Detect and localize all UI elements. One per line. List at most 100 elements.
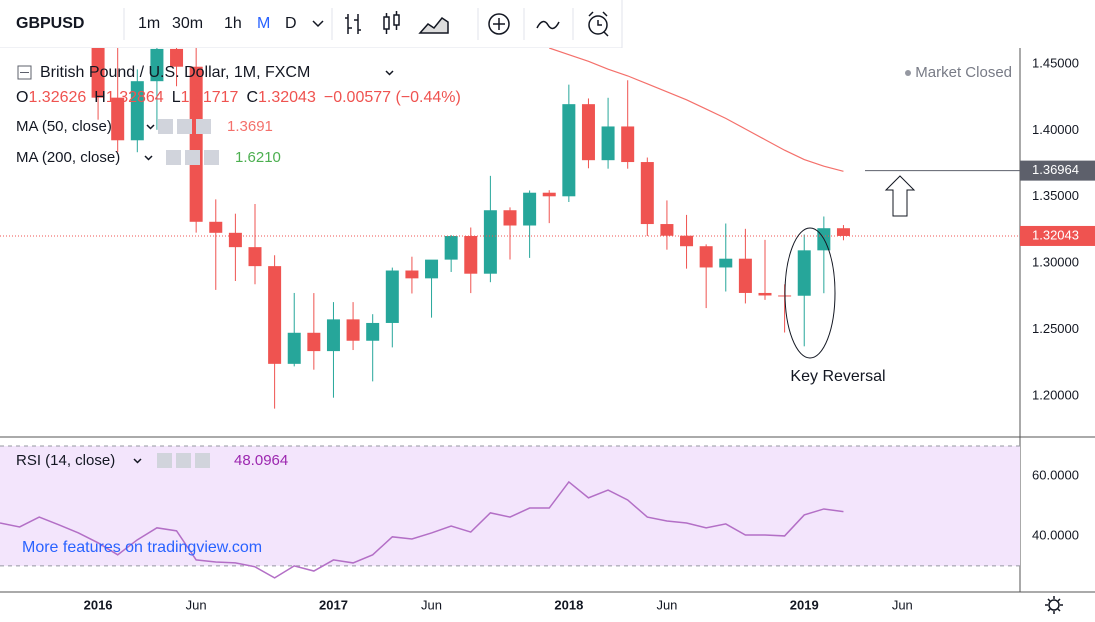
x-tick-label: Jun bbox=[892, 597, 913, 612]
ma50-value: 1.3691 bbox=[227, 118, 273, 135]
rsi-line bbox=[0, 480, 844, 579]
candle-body bbox=[326, 319, 340, 352]
interval[interactable]: D bbox=[285, 15, 297, 32]
ma-menu[interactable] bbox=[144, 155, 153, 161]
rsi-menu[interactable] bbox=[133, 458, 142, 464]
x-tick-label: 2016 bbox=[84, 597, 113, 612]
ma-icons[interactable] bbox=[158, 119, 211, 134]
candle-body bbox=[523, 192, 537, 226]
ohlc-value: 1.32043 bbox=[258, 89, 316, 106]
settings[interactable] bbox=[1045, 596, 1063, 614]
interval[interactable]: 30m bbox=[172, 15, 203, 32]
last-price-box bbox=[1020, 225, 1095, 246]
y-tick-label: 1.35000 bbox=[1032, 188, 1079, 203]
candle-body bbox=[189, 66, 203, 222]
ohlc-key: L bbox=[172, 89, 181, 106]
candle-body bbox=[228, 232, 242, 248]
candle-body bbox=[601, 126, 615, 161]
axes: 1.20000 1.25000 1.30000 1.35000 1.40000 1.450… bbox=[84, 55, 1095, 612]
bars-style[interactable] bbox=[345, 14, 361, 34]
candle-body bbox=[248, 247, 262, 267]
y-tick-label: 1.30000 bbox=[1032, 255, 1079, 270]
candle-body bbox=[719, 258, 733, 268]
indicators[interactable] bbox=[536, 20, 560, 30]
change: −0.00577 (−0.44%) bbox=[324, 89, 461, 106]
ohlc-key: O bbox=[16, 89, 28, 106]
rsi-name: RSI (14, close) bbox=[16, 452, 115, 469]
ma-menu[interactable] bbox=[146, 124, 155, 130]
interval[interactable]: M bbox=[257, 15, 270, 32]
annotation: Key Reversal bbox=[790, 368, 885, 385]
candle-body bbox=[562, 104, 576, 197]
rsi-legend: RSI (14, close) bbox=[16, 452, 115, 469]
ohlc-value: 1.32864 bbox=[106, 89, 164, 106]
alert[interactable] bbox=[588, 11, 609, 37]
ma200-legend: MA (200, close) bbox=[16, 149, 120, 166]
candle-body bbox=[405, 270, 419, 279]
ohlc-value: 1.31717 bbox=[181, 89, 239, 106]
arrow-drawing bbox=[884, 175, 916, 217]
candle-body bbox=[581, 104, 595, 161]
y-tick-label: 40.0000 bbox=[1032, 527, 1079, 542]
candle-body bbox=[503, 210, 517, 226]
candle-body bbox=[268, 266, 282, 364]
candle-body bbox=[542, 192, 556, 197]
candle-body bbox=[209, 221, 223, 233]
y-tick-label: 1.40000 bbox=[1032, 122, 1079, 137]
y-tick-label: 1.25000 bbox=[1032, 321, 1079, 336]
candle-body bbox=[150, 48, 164, 82]
ma200-value: 1.6210 bbox=[235, 149, 281, 166]
collapse-icon[interactable] bbox=[17, 65, 32, 80]
candle-body bbox=[346, 319, 360, 341]
candle-body bbox=[738, 258, 752, 293]
interval[interactable]: 1m bbox=[138, 15, 160, 32]
ohlc-key: H bbox=[94, 89, 106, 106]
interval-menu[interactable] bbox=[312, 20, 324, 28]
candle-body bbox=[91, 48, 105, 98]
candle-body bbox=[621, 126, 635, 163]
candle-body bbox=[836, 228, 850, 236]
y-tick-label: 1.20000 bbox=[1032, 387, 1079, 402]
candle-body bbox=[366, 322, 380, 341]
hline-price-box bbox=[1020, 160, 1095, 181]
ohlc-value: 1.32626 bbox=[28, 89, 86, 106]
x-tick-label: Jun bbox=[186, 597, 207, 612]
legend: British Pound / U.S. Dollar, 1M, FXCM Ma… bbox=[16, 64, 1012, 556]
ohlc-key: C bbox=[246, 89, 258, 106]
interval[interactable]: 1h bbox=[224, 15, 242, 32]
rsi-value: 48.0964 bbox=[234, 452, 288, 469]
reversal-ellipse bbox=[784, 227, 836, 359]
candle-body bbox=[307, 332, 321, 352]
candle-body bbox=[640, 162, 654, 225]
price-plot bbox=[0, 48, 1020, 409]
candle-body bbox=[130, 81, 144, 141]
last-price-label: 1.32043 bbox=[1032, 227, 1079, 242]
candles-style[interactable] bbox=[383, 11, 400, 34]
candle-body bbox=[758, 292, 772, 296]
ohlc-legend: O1.32626 H1.32864 L1.31717 C1.32043 −0.00577… bbox=[16, 89, 461, 106]
symbol[interactable]: GBPUSD bbox=[16, 15, 84, 32]
ma-line bbox=[549, 48, 844, 172]
compare[interactable] bbox=[488, 13, 510, 35]
ma-name: MA (200, close) bbox=[16, 149, 120, 166]
ma50-legend: MA (50, close) bbox=[16, 118, 112, 135]
rsi-plot bbox=[0, 445, 1020, 579]
candle-body bbox=[170, 48, 184, 67]
candle-body bbox=[425, 259, 439, 279]
status-dot bbox=[905, 70, 911, 76]
candle-body bbox=[287, 332, 301, 364]
x-tick-label: 2018 bbox=[554, 597, 583, 612]
y-tick-label: 1.45000 bbox=[1032, 55, 1079, 70]
area-style[interactable] bbox=[418, 16, 449, 34]
hline-price-label: 1.36964 bbox=[1032, 162, 1079, 177]
candle-body bbox=[680, 235, 694, 247]
x-tick-label: Jun bbox=[421, 597, 442, 612]
rsi-icons[interactable] bbox=[157, 453, 210, 468]
ma-icons[interactable] bbox=[166, 150, 219, 165]
x-tick-label: 2019 bbox=[790, 597, 819, 612]
market-status: Market Closed bbox=[915, 64, 1012, 81]
promo-link[interactable]: More features on tradingview.com bbox=[22, 539, 262, 556]
symbol-menu[interactable] bbox=[385, 70, 394, 76]
candle-body bbox=[797, 250, 811, 296]
